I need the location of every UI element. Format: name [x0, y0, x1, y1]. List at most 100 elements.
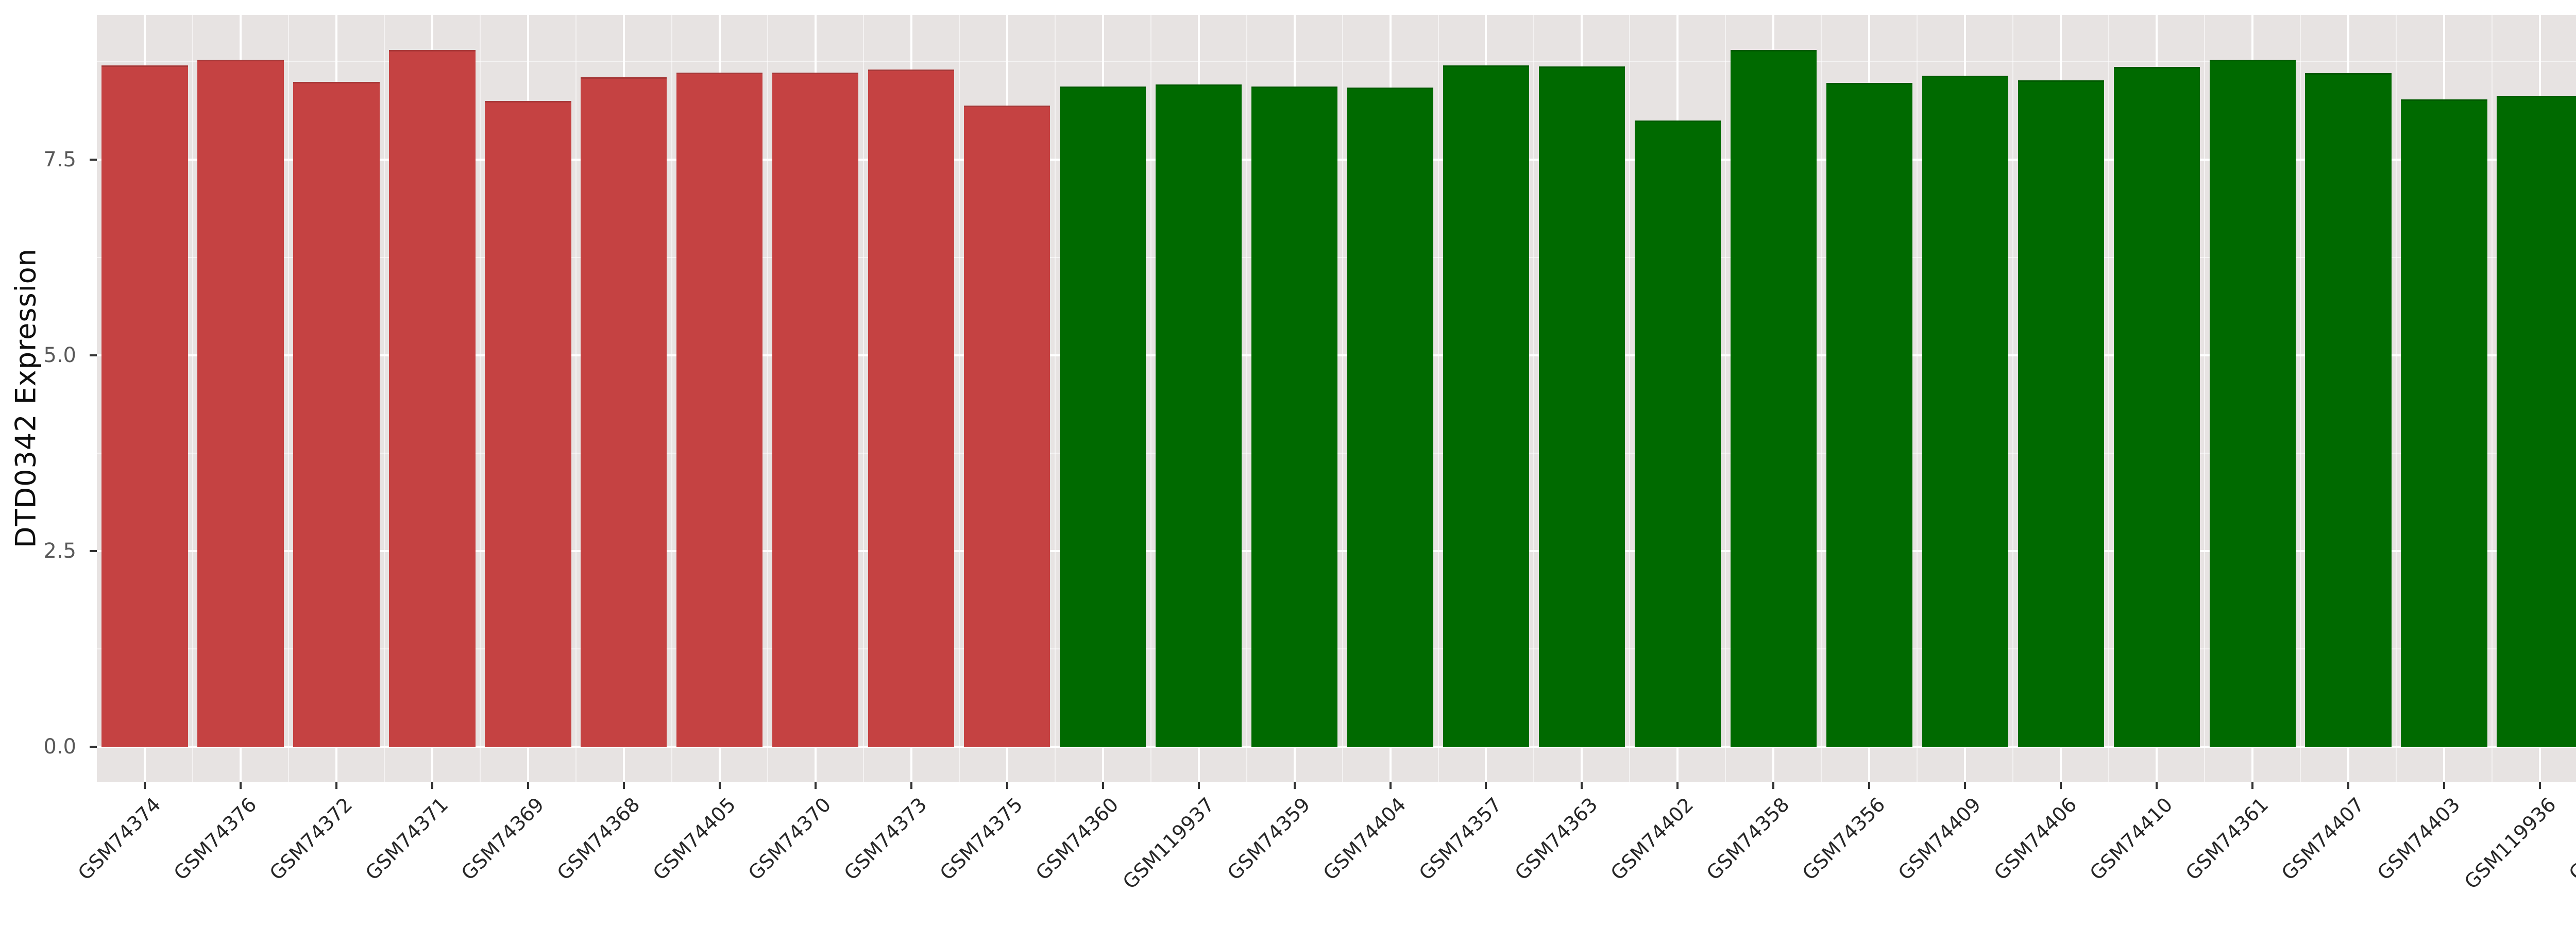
x-tickmark: [1293, 782, 1296, 789]
plot-panel: [97, 15, 2576, 782]
x-tickmark: [335, 782, 337, 789]
x-tick-label-GSM74403: GSM74403: [2372, 793, 2465, 885]
x-tickmark: [1676, 782, 1679, 789]
bar-GSM74359: [1251, 87, 1338, 747]
minor-gridline-x: [2108, 15, 2110, 782]
x-tickmark: [1485, 782, 1487, 789]
x-tickmark: [1101, 782, 1104, 789]
minor-gridline-x: [2012, 15, 2014, 782]
minor-gridline-x: [671, 15, 672, 782]
x-tickmark: [1006, 782, 1008, 789]
x-tickmark: [718, 782, 721, 789]
x-tick-label-GSM74407: GSM74407: [2277, 793, 2369, 885]
bar-GSM74403: [2401, 99, 2487, 747]
x-tickmark: [622, 782, 625, 789]
bar-GSM74363: [1538, 66, 1625, 747]
bar-GSM74402: [1634, 120, 1721, 747]
major-gridline-y: [97, 746, 2576, 748]
bar-GSM74406: [2018, 80, 2104, 747]
minor-gridline-x: [1437, 15, 1439, 782]
x-tick-label-GSM74359: GSM74359: [1223, 793, 1315, 885]
x-tick-label-GSM74361: GSM74361: [2181, 793, 2273, 885]
x-tick-label-GSM74372: GSM74372: [265, 793, 357, 885]
minor-gridline-x: [2396, 15, 2397, 782]
y-tick-label: 7.5: [43, 147, 76, 171]
bar-GSM74372: [293, 82, 380, 747]
x-tick-label-GSM74402: GSM74402: [1606, 793, 1698, 885]
y-tickmark: [90, 550, 97, 553]
bar-GSM74405: [676, 72, 763, 747]
y-tickmark: [90, 158, 97, 161]
bar-GSM74356: [1826, 82, 1912, 747]
x-tickmark: [2347, 782, 2350, 789]
bar-GSM74371: [389, 49, 476, 747]
x-tick-label-GSM74376: GSM74376: [169, 793, 261, 885]
x-tickmark: [527, 782, 529, 789]
x-tickmark: [431, 782, 433, 789]
minor-gridline-x: [958, 15, 960, 782]
minor-gridline-x: [383, 15, 385, 782]
x-tick-label-GSM74369: GSM74369: [456, 793, 548, 885]
x-tick-label-GSM74404: GSM74404: [1318, 793, 1411, 885]
x-tickmark: [2156, 782, 2158, 789]
minor-gridline-x: [479, 15, 481, 782]
bar-GSM74373: [868, 69, 955, 747]
x-tick-label-GSM74375: GSM74375: [936, 793, 1027, 885]
x-tick-label-GSM74409: GSM74409: [1893, 793, 1986, 885]
x-tick-label-GSM74360: GSM74360: [1031, 793, 1123, 885]
minor-gridline-x: [1246, 15, 1247, 782]
minor-gridline-x: [1725, 15, 1726, 782]
x-tickmark: [2539, 782, 2541, 789]
bar-GSM74361: [2209, 60, 2296, 747]
x-tickmark: [1197, 782, 1200, 789]
x-tick-label-GSM74405: GSM74405: [648, 793, 740, 885]
x-tick-label-GSM74406: GSM74406: [1989, 793, 2081, 885]
bar-GSM119937: [1155, 84, 1242, 747]
x-tick-label-GSM74373: GSM74373: [840, 793, 931, 885]
minor-gridline-x: [2300, 15, 2301, 782]
bar-GSM74369: [485, 100, 571, 747]
bar-GSM74368: [581, 77, 667, 747]
minor-gridline-x: [1150, 15, 1151, 782]
x-tick-label-GSM74371: GSM74371: [361, 793, 452, 885]
minor-gridline-x: [1821, 15, 1822, 782]
x-tick-label-GSM119936: GSM119936: [2460, 793, 2561, 894]
minor-gridline-x: [862, 15, 864, 782]
bar-GSM74357: [1443, 65, 1530, 747]
bar-GSM74407: [2305, 73, 2392, 747]
x-tickmark: [2443, 782, 2446, 789]
y-tick-label: 2.5: [43, 539, 76, 563]
x-tickmark: [2251, 782, 2254, 789]
bar-GSM74404: [1347, 87, 1434, 747]
minor-gridline-x: [1629, 15, 1631, 782]
x-tickmark: [1772, 782, 1775, 789]
x-tickmark: [2060, 782, 2062, 789]
x-tick-label-GSM74356: GSM74356: [1798, 793, 1890, 885]
bar-GSM74358: [1730, 49, 1817, 747]
minor-gridline-x: [767, 15, 768, 782]
x-tickmark: [1964, 782, 1967, 789]
bar-GSM74360: [1059, 87, 1146, 747]
bar-GSM74374: [101, 65, 188, 747]
x-tick-label-GSM119937: GSM119937: [1118, 793, 1219, 894]
y-tick-label: 5.0: [43, 343, 76, 367]
x-tick-label-GSM74362: GSM74362: [2564, 793, 2576, 885]
x-tickmark: [1581, 782, 1583, 789]
x-tickmark: [910, 782, 912, 789]
bar-GSM74376: [197, 60, 284, 747]
bar-GSM74370: [772, 72, 859, 747]
y-tickmark: [90, 746, 97, 748]
bar-GSM74409: [1922, 75, 2008, 747]
y-tick-label: 0.0: [43, 735, 76, 759]
x-tickmark: [143, 782, 146, 789]
x-tick-label-GSM74368: GSM74368: [552, 793, 644, 885]
x-tickmark: [239, 782, 242, 789]
minor-gridline-x: [575, 15, 577, 782]
x-tickmark: [1868, 782, 1871, 789]
x-tick-label-GSM74374: GSM74374: [73, 793, 165, 885]
x-tick-label-GSM74358: GSM74358: [1702, 793, 1794, 885]
minor-gridline-x: [192, 15, 193, 782]
bar-GSM119936: [2497, 96, 2576, 747]
bar-GSM74375: [963, 105, 1050, 747]
x-tick-label-GSM74357: GSM74357: [1414, 793, 1506, 885]
